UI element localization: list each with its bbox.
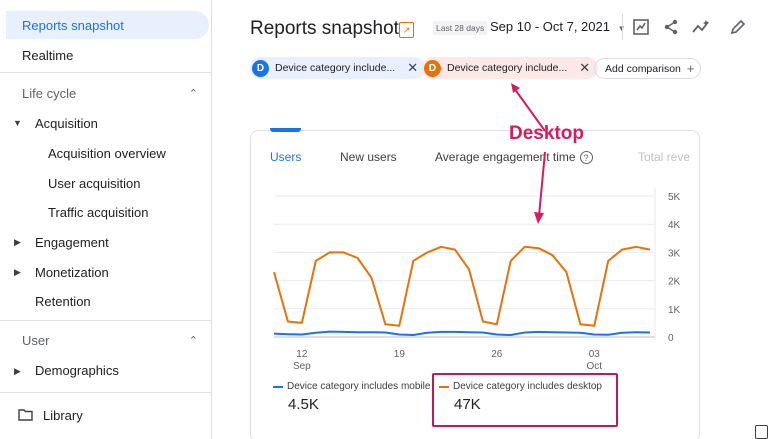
legend-label-desktop: Device category includes desktop: [453, 381, 602, 392]
overview-card: [250, 130, 700, 439]
sidebar-divider: [0, 72, 212, 73]
comparison-chip-desktop[interactable]: D Device category include... ✕: [422, 57, 599, 79]
feedback-icon[interactable]: [755, 425, 768, 439]
y-tick-label: 2K: [668, 277, 681, 288]
comparison-chip-mobile[interactable]: D Device category include... ✕: [250, 57, 427, 79]
caret-right-icon[interactable]: ▶: [14, 366, 21, 376]
sidebar-divider: [0, 320, 212, 321]
sidebar-item-engagement[interactable]: Engagement: [35, 234, 109, 250]
annotation-arrow-to-line: [538, 151, 546, 217]
legend-item-desktop[interactable]: Device category includes desktop: [439, 381, 602, 392]
date-range-label: Last 28 days: [433, 21, 488, 35]
legend-swatch: [273, 385, 283, 388]
customize-report-icon[interactable]: ↗: [399, 22, 414, 38]
sidebar-item-demographics[interactable]: Demographics: [35, 362, 119, 378]
sidebar-item-retention[interactable]: Retention: [35, 293, 91, 309]
sidebar-item-reports-snapshot[interactable]: Reports snapshot: [6, 11, 209, 39]
dropdown-arrow-icon: ▼: [618, 24, 626, 33]
sidebar: Reports snapshot Realtime Life cycle ⌃ ▼…: [0, 0, 212, 439]
y-tick-label: 1K: [668, 305, 681, 316]
x-tick-label: 12: [296, 349, 308, 360]
sidebar-item-realtime[interactable]: Realtime: [22, 47, 74, 63]
chip-letter-badge: D: [252, 59, 269, 77]
annotation-desktop-label: Desktop: [509, 123, 584, 144]
section-life-cycle-label: Life cycle: [22, 85, 77, 101]
plus-icon: +: [686, 61, 695, 76]
active-tab-indicator: [270, 128, 301, 132]
close-icon[interactable]: ✕: [407, 60, 419, 75]
tab-users[interactable]: Users: [270, 150, 302, 164]
pencil-icon[interactable]: [727, 16, 749, 38]
chip-label: Device category include...: [275, 62, 396, 74]
y-tick-label: 5K: [668, 192, 681, 203]
add-comparison-label: Add comparison: [605, 62, 681, 75]
sidebar-item-monetization[interactable]: Monetization: [35, 264, 109, 280]
date-range-selector[interactable]: Sep 10 - Oct 7, 2021 ▼: [490, 19, 626, 34]
share-icon[interactable]: [660, 16, 682, 38]
date-range-value: Sep 10 - Oct 7, 2021: [490, 19, 610, 34]
x-tick-label: 19: [394, 349, 406, 360]
section-user-label: User: [22, 332, 50, 348]
tab-total-revenue[interactable]: Total reve: [638, 150, 691, 164]
sidebar-item-user-acquisition[interactable]: User acquisition: [48, 175, 141, 191]
section-life-cycle[interactable]: Life cycle ⌃: [22, 81, 198, 105]
caret-down-icon[interactable]: ▼: [13, 118, 22, 128]
y-tick-label: 3K: [668, 248, 681, 259]
caret-right-icon[interactable]: ▶: [14, 237, 21, 247]
sidebar-item-library[interactable]: Library: [0, 401, 83, 429]
chart-series: [273, 245, 651, 336]
arrowhead: [511, 83, 520, 93]
folder-icon: [18, 409, 33, 421]
y-tick-label: 4K: [668, 220, 681, 231]
arrowhead: [534, 212, 544, 224]
page-title: Reports snapshot: [250, 18, 399, 39]
chevron-up-icon[interactable]: ⌃: [188, 334, 198, 347]
help-icon[interactable]: ?: [579, 151, 593, 165]
series-line-desktop[interactable]: [273, 245, 651, 327]
x-tick-month-label: Sep: [293, 361, 311, 372]
sidebar-item-acquisition-overview[interactable]: Acquisition overview: [48, 145, 166, 161]
legend-item-mobile[interactable]: Device category includes mobile: [273, 381, 430, 392]
annotation-arrow-to-chip: [513, 87, 546, 132]
sidebar-item-acquisition[interactable]: Acquisition: [35, 115, 98, 131]
sidebar-item-traffic-acquisition[interactable]: Traffic acquisition: [48, 204, 149, 220]
section-user[interactable]: User ⌃: [22, 328, 198, 352]
chip-letter-badge: D: [424, 59, 441, 77]
x-tick-month-label: Oct: [587, 361, 603, 372]
series-line-mobile[interactable]: [273, 330, 651, 336]
sidebar-item-library-label: Library: [43, 407, 83, 423]
close-icon[interactable]: ✕: [579, 60, 591, 75]
legend-label-mobile: Device category includes mobile: [287, 381, 431, 392]
insights-icon[interactable]: [690, 16, 712, 38]
chip-label: Device category include...: [447, 62, 568, 74]
add-comparison-button[interactable]: Add comparison +: [594, 58, 702, 79]
legend-swatch: [439, 385, 449, 388]
x-tick-label: 03: [589, 349, 601, 360]
legend-value-mobile: 4.5K: [288, 396, 319, 413]
x-tick-label: 26: [491, 349, 503, 360]
header-separator: [622, 14, 623, 40]
caret-right-icon[interactable]: ▶: [14, 267, 21, 277]
annotation-arrows: [511, 83, 546, 224]
y-axis-ticks: 5K 4K 3K 2K 1K 0: [668, 192, 681, 344]
chevron-up-icon[interactable]: ⌃: [188, 87, 198, 100]
sidebar-divider: [0, 392, 212, 393]
legend-value-desktop: 47K: [454, 396, 481, 413]
y-tick-label: 0: [668, 333, 674, 344]
tab-average-engagement-time-label: Average engagement time: [435, 150, 576, 164]
edit-chart-icon[interactable]: [630, 16, 652, 38]
highlight-box: [432, 373, 618, 427]
tab-average-engagement-time[interactable]: Average engagement time?: [435, 150, 593, 165]
tab-new-users[interactable]: New users: [340, 150, 397, 164]
